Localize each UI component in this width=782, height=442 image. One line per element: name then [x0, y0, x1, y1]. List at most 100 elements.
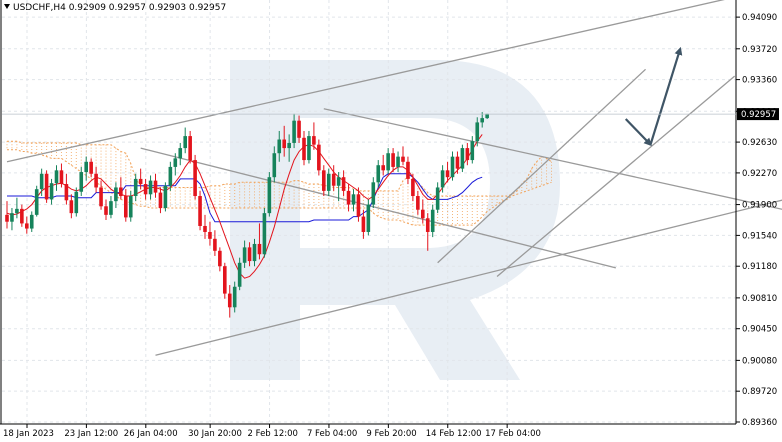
y-tick-label: 0.90810 [742, 294, 777, 304]
candle [282, 125, 286, 157]
candle [237, 257, 242, 291]
candle [128, 190, 133, 222]
candle [262, 208, 267, 258]
candle-body [356, 194, 361, 217]
candle [64, 173, 69, 205]
candle-body [307, 136, 311, 161]
candle-body [114, 187, 118, 202]
forecast-arrows [624, 46, 683, 147]
candle [163, 182, 168, 212]
ohlc-close: 0.92957 [188, 3, 227, 13]
x-tick-label: 2 Feb 12:00 [248, 429, 298, 439]
y-tick-label: 0.89360 [742, 418, 777, 428]
candle-body [64, 184, 69, 201]
candle-body [460, 148, 465, 169]
candle-body [133, 178, 138, 197]
candle [292, 113, 296, 149]
candle-body [84, 161, 88, 173]
candle-body [416, 196, 420, 210]
candle-body [351, 194, 356, 205]
candle [84, 156, 88, 181]
candle-body [223, 266, 227, 294]
candle [247, 242, 252, 267]
candle-body [391, 153, 395, 167]
candle [109, 196, 113, 219]
candle-body [193, 160, 197, 197]
candle-body [232, 286, 237, 308]
candle-body [158, 192, 163, 209]
candle-body [173, 158, 178, 167]
candle-body [341, 177, 346, 191]
forecast-arrow [624, 118, 652, 147]
candle-body [421, 209, 425, 219]
trend-line [323, 108, 782, 210]
candle [158, 187, 163, 214]
candle-body [237, 262, 242, 287]
candle [173, 153, 178, 176]
candle-body [257, 243, 262, 255]
candle [287, 134, 291, 162]
candle [133, 173, 138, 202]
candle [366, 199, 371, 236]
x-tick-label: 7 Feb 04:00 [307, 429, 357, 439]
candle [59, 163, 64, 188]
candle [15, 197, 19, 219]
candle [49, 178, 54, 205]
y-tick-label: 0.91900 [742, 201, 777, 211]
candle [143, 178, 148, 200]
candle-body [124, 196, 128, 218]
candle [361, 209, 366, 239]
candle [480, 112, 484, 128]
candle-body [34, 189, 39, 215]
candle [114, 182, 118, 209]
candle [153, 173, 158, 198]
trend-lines [6, 0, 782, 356]
candle-body [109, 201, 113, 215]
candle-body [25, 223, 29, 229]
candle [421, 199, 425, 224]
ohlc-open: 0.92909 [68, 3, 106, 13]
candle-body [272, 153, 277, 178]
candle-body [297, 120, 301, 138]
candle-body [475, 122, 480, 142]
candle-body [480, 118, 484, 123]
candle [455, 151, 460, 174]
candle [218, 247, 222, 272]
candle-body [470, 141, 475, 161]
candle [272, 146, 277, 183]
x-tick-label: 9 Feb 20:00 [366, 429, 416, 439]
trend-line [140, 147, 617, 269]
candle [435, 182, 440, 214]
candle [29, 211, 34, 232]
candle [381, 154, 385, 176]
candle-body [74, 191, 79, 214]
y-tick-label: 0.92630 [742, 138, 777, 148]
candle-body [376, 165, 381, 183]
candle [138, 168, 143, 190]
candle-body [331, 173, 336, 186]
dropdown-triangle-icon[interactable] [4, 4, 10, 9]
candle-body [282, 139, 286, 149]
x-tick-label: 18 Jan 2023 [3, 429, 54, 439]
candle-body [99, 187, 103, 207]
candle [168, 161, 173, 191]
candle-body [15, 208, 19, 214]
candle-body [104, 206, 108, 215]
candle-body [440, 170, 445, 188]
candle-body [317, 144, 321, 171]
candle [326, 168, 331, 197]
candle-body [54, 170, 59, 184]
chart-header: USDCHF,H4 0.92909 0.92957 0.92903 0.9295… [4, 3, 226, 13]
candle-body [386, 153, 390, 171]
candle [391, 148, 395, 173]
candle [445, 161, 450, 183]
candle [331, 165, 336, 191]
candle-body [163, 185, 168, 209]
candle [465, 142, 470, 166]
candle-body [153, 180, 158, 193]
candle-body [128, 196, 133, 218]
candle-body [168, 166, 173, 186]
candle [307, 130, 311, 164]
